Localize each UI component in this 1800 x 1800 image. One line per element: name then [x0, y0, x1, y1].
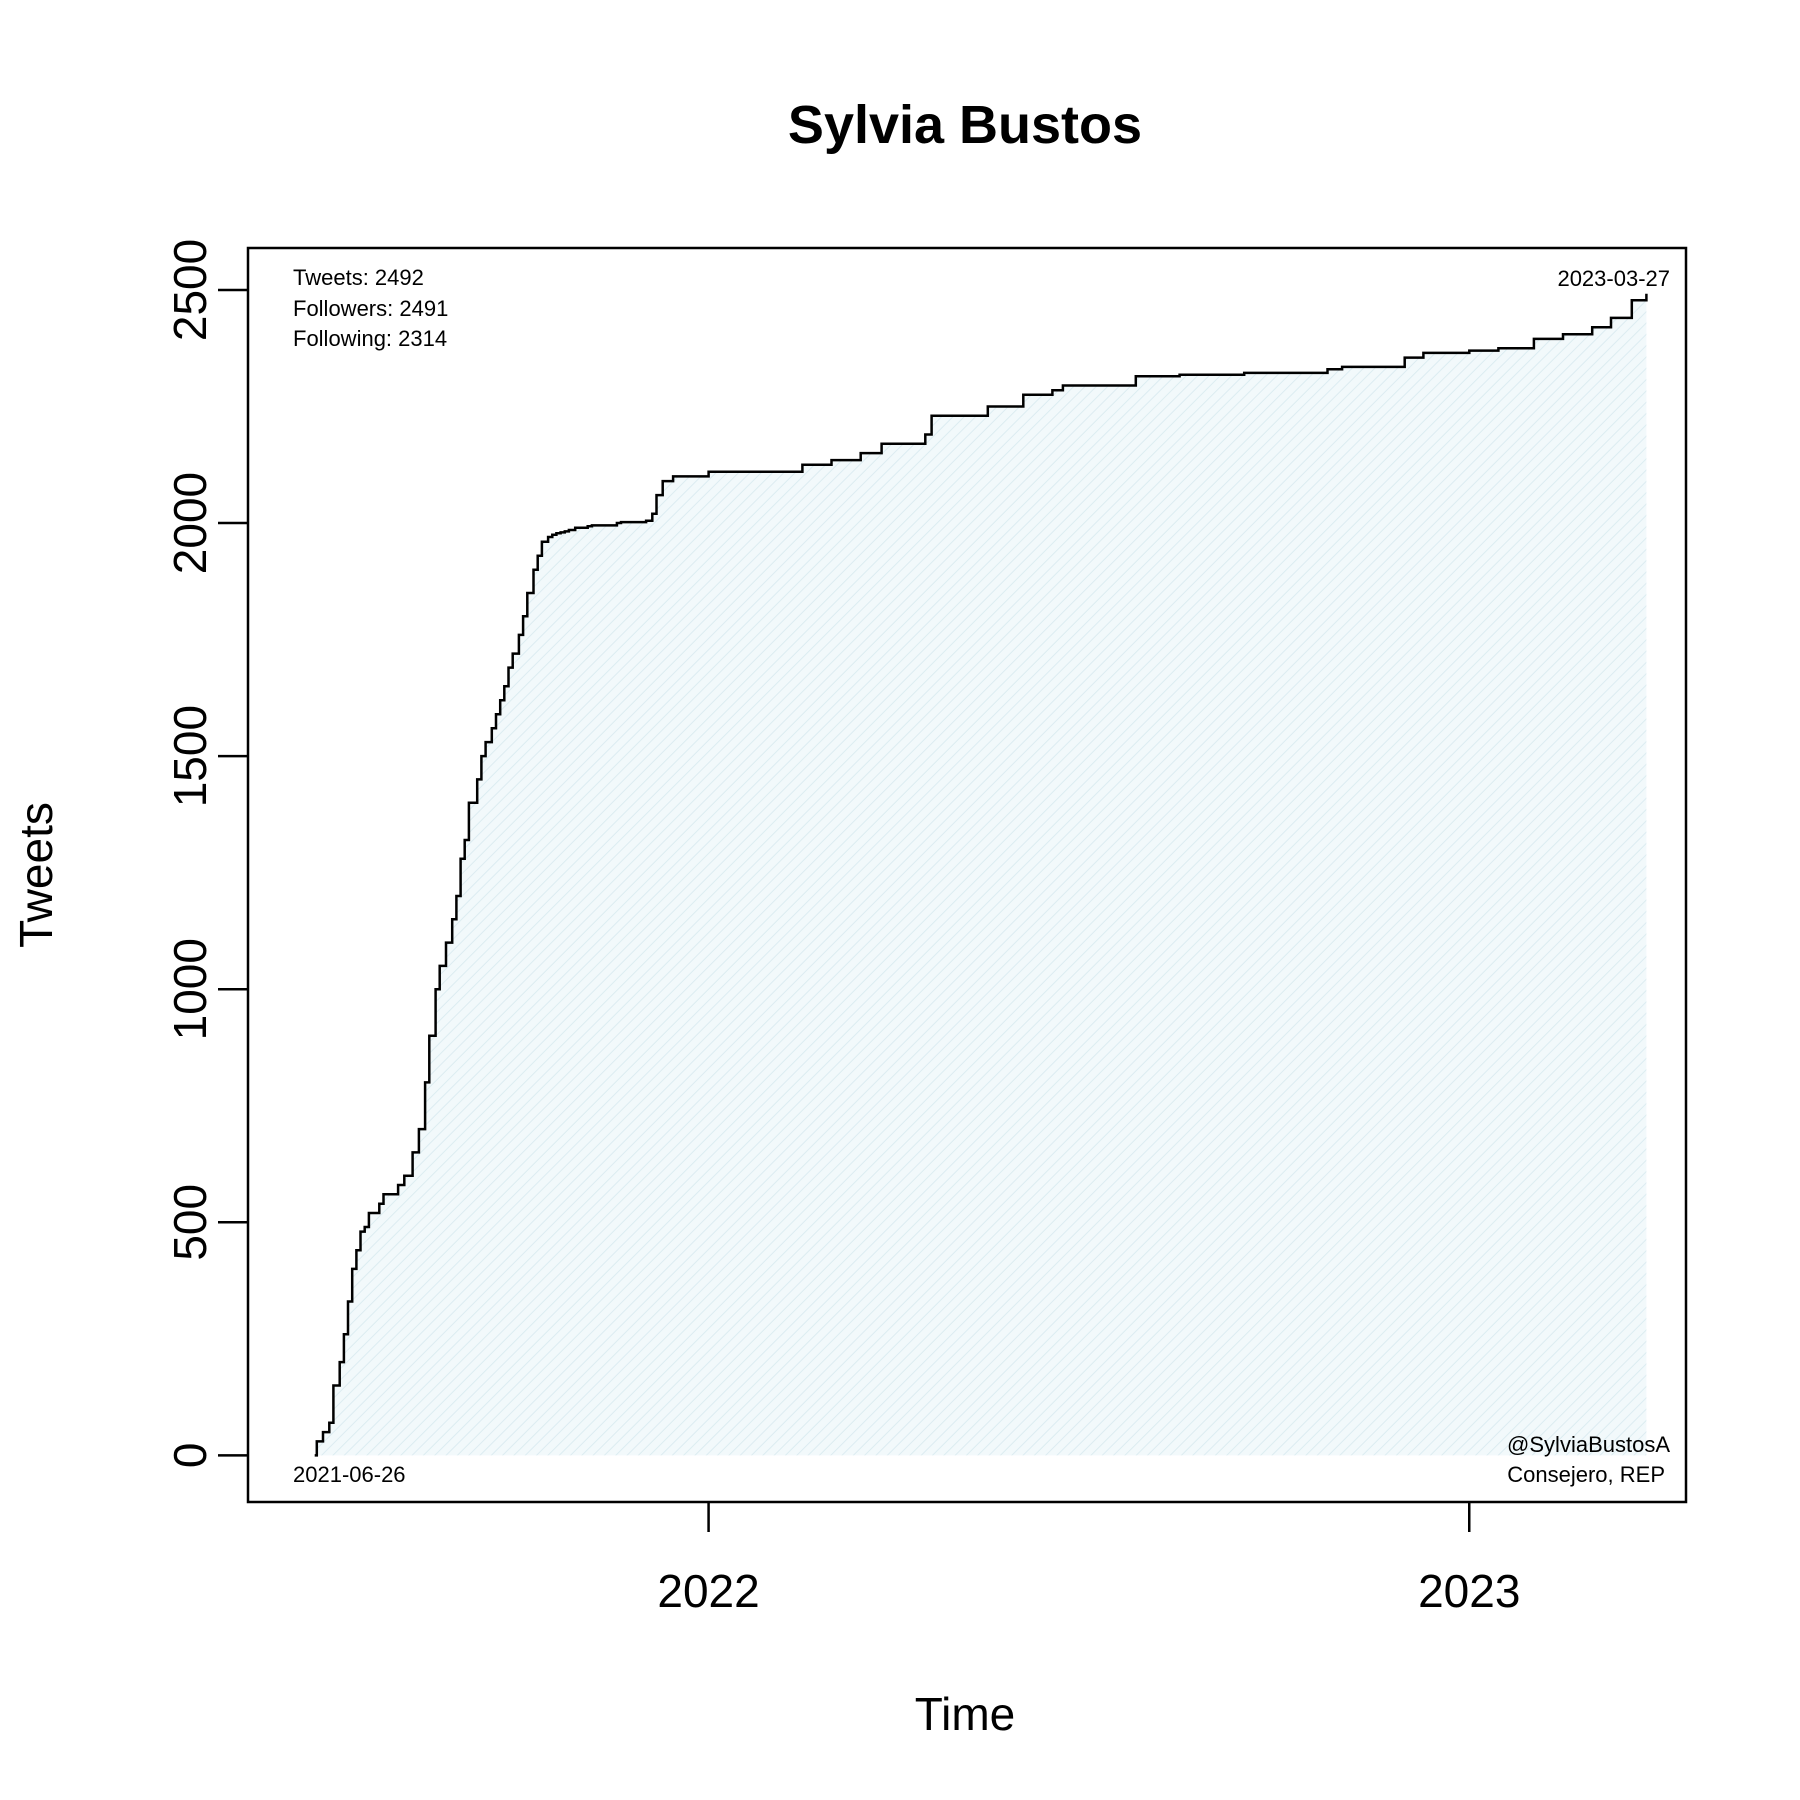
plot-frame: [246, 246, 1688, 1504]
y-axis-label: Tweets: [10, 802, 62, 948]
stats-annotation: Tweets: 2492 Followers: 2491 Following: …: [293, 265, 448, 351]
x-tick-label-2022: 2022: [657, 1565, 759, 1617]
y-tick-label-500: 500: [164, 1184, 216, 1261]
stat-tweets: Tweets: 2492: [293, 265, 424, 290]
stat-following: Following: 2314: [293, 326, 447, 351]
stat-followers: Followers: 2491: [293, 296, 448, 321]
x-axis: 2022 2023: [657, 1502, 1520, 1617]
x-tick-label-2023: 2023: [1418, 1565, 1520, 1617]
end-date-annotation: 2023-03-27: [1557, 266, 1670, 291]
start-date-annotation: 2021-06-26: [293, 1462, 406, 1487]
series-line: [314, 293, 1648, 1457]
affiliation-annotation: Consejero, REP: [1507, 1462, 1665, 1487]
y-tick-label-2500: 2500: [164, 239, 216, 341]
handle-annotation: @SylviaBustosA: [1507, 1432, 1670, 1457]
x-axis-label: Time: [915, 1688, 1016, 1740]
y-tick-label-0: 0: [164, 1443, 216, 1469]
y-tick-label-1000: 1000: [164, 938, 216, 1040]
y-axis: 0 500 1000 1500 2000 2500: [164, 239, 248, 1468]
y-tick-label-2000: 2000: [164, 472, 216, 574]
y-tick-label-1500: 1500: [164, 705, 216, 807]
chart-title: Sylvia Bustos: [788, 95, 1142, 155]
series-area-fill: [314, 293, 1647, 1456]
plot-area: [314, 293, 1648, 1457]
